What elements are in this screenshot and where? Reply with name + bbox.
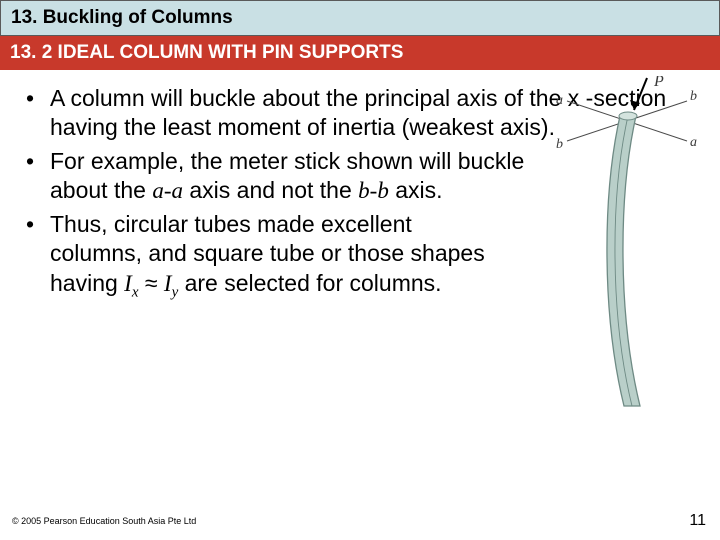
bullet-text: axis. [389,177,443,203]
section-title-bar: 13. 2 IDEAL COLUMN WITH PIN SUPPORTS [0,36,720,70]
var-iy: I [164,271,172,296]
label-a-left: a [556,93,563,108]
bullet-text: axis and not the [183,177,358,203]
page-number: 11 [689,512,706,530]
column-top-cap [619,112,637,120]
section-title: 13. 2 IDEAL COLUMN WITH PIN SUPPORTS [10,42,403,63]
axis-label-aa: a-a [152,178,183,203]
label-b-left: b [556,137,563,152]
approx-sign: ≈ [138,270,163,296]
chapter-title: 13. Buckling of Columns [11,7,233,28]
chapter-title-bar: 13. Buckling of Columns [0,0,720,36]
label-b-right: b [690,89,697,104]
copyright-text: © 2005 Pearson Education South Asia Pte … [12,516,196,526]
label-p: P [653,76,664,90]
label-a-right: a [690,135,697,150]
var-ix: I [124,271,132,296]
column-figure: P a a b b [552,76,702,416]
column-svg: P a a b b [552,76,702,416]
axis-label-bb: b-b [358,178,389,203]
bullet-text: are selected for columns. [178,270,441,296]
